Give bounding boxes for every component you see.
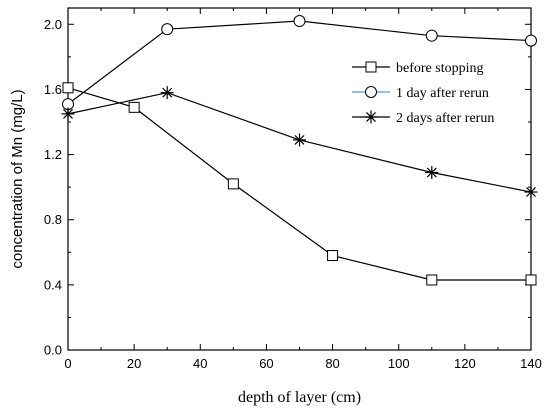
x-tick-label: 100 [388,356,410,371]
y-axis-title: concentration of Mn (mg/L) [9,89,26,268]
legend-item: 1 day after rerun [352,86,489,101]
data-point [128,101,140,113]
legend-marker [365,86,377,98]
y-tick-label: 0.8 [44,212,62,227]
data-point [524,185,538,199]
data-point [426,274,438,286]
data-point [425,165,439,179]
x-axis-ticks: 0 20 40 60 80 100 120 140 [64,8,542,371]
data-point [293,133,306,147]
x-tick-label: 80 [325,356,339,371]
plot-border [67,7,532,351]
data-point [227,178,239,190]
data-point [61,107,75,121]
legend-item: before stopping [352,61,483,76]
legend-label: 2 days after rerun [396,111,494,126]
data-point [525,34,537,47]
y-tick-label: 0.4 [44,277,62,292]
x-tick-label: 0 [64,356,71,371]
x-axis-title: depth of layer (cm) [238,389,361,406]
legend-marker [365,61,377,73]
y-tick-label: 1.2 [44,147,62,162]
data-point [161,23,174,36]
legend-label: before stopping [396,61,483,76]
x-tick-label: 140 [520,356,542,371]
y-tick-label: 2.0 [44,17,62,32]
x-tick-label: 40 [193,356,207,371]
data-point [160,86,174,100]
y-tick-label: 1.6 [44,82,62,97]
series-layer [61,15,538,286]
data-point [62,82,74,94]
legend-marker [364,110,378,124]
x-tick-label: 20 [127,356,141,371]
y-tick-label: 0.0 [44,343,62,358]
data-point [293,15,306,28]
series-3 [61,86,538,199]
legend-item: 2 days after rerun [352,110,494,126]
series-line [67,87,531,281]
data-point [425,29,438,42]
x-tick-label: 60 [259,356,273,371]
plot-frame [67,7,532,351]
legend: before stopping 1 day after rerun 2 days a… [352,61,494,126]
data-point [525,274,537,286]
series-2 [62,15,537,111]
series-1 [62,82,537,286]
y-axis-ticks: 0.0 0.4 0.8 1.2 1.6 2.0 [44,17,531,358]
data-point [327,250,339,262]
legend-label: 1 day after rerun [396,86,489,101]
x-tick-label: 120 [454,356,476,371]
